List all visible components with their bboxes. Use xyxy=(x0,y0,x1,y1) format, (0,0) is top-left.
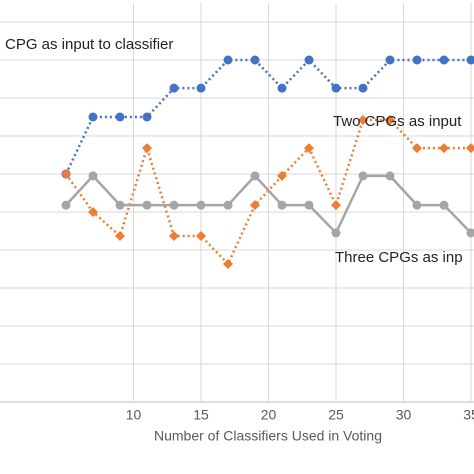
point xyxy=(88,112,98,122)
point xyxy=(115,112,125,122)
x-tick-label: 20 xyxy=(261,407,277,423)
point xyxy=(466,143,474,154)
point xyxy=(115,230,125,241)
series-label: Two CPGs as input xyxy=(333,113,462,130)
point xyxy=(277,170,287,181)
point xyxy=(223,55,233,65)
point xyxy=(169,230,179,241)
point xyxy=(250,55,260,65)
x-tick-label: 35 xyxy=(463,407,474,423)
point xyxy=(304,55,314,65)
point xyxy=(358,171,368,181)
point xyxy=(142,112,152,122)
x-axis-label: Number of Classifiers Used in Voting xyxy=(154,428,382,444)
point xyxy=(115,200,125,210)
point xyxy=(61,200,71,210)
x-tick-label: 25 xyxy=(328,407,344,423)
point xyxy=(331,228,341,238)
point xyxy=(61,169,71,179)
point xyxy=(169,200,179,210)
point xyxy=(412,143,422,154)
series-label: CPG as input to classifier xyxy=(5,36,173,53)
x-tick-label: 30 xyxy=(396,407,412,423)
point xyxy=(385,115,395,126)
point xyxy=(331,83,341,93)
point xyxy=(466,228,474,238)
point xyxy=(385,55,395,65)
point xyxy=(412,55,422,65)
point xyxy=(250,200,260,211)
point xyxy=(385,171,395,181)
point xyxy=(196,83,206,93)
point xyxy=(142,200,152,210)
point xyxy=(223,259,233,270)
point xyxy=(88,171,98,181)
point xyxy=(169,83,179,93)
point xyxy=(304,200,314,210)
point xyxy=(439,143,449,154)
x-tick-label: 15 xyxy=(193,407,209,423)
point xyxy=(412,200,422,210)
point xyxy=(196,230,206,241)
point xyxy=(88,207,98,217)
point xyxy=(466,55,474,65)
point xyxy=(277,83,287,93)
point xyxy=(277,200,287,210)
point xyxy=(223,200,233,210)
point xyxy=(304,143,314,154)
point xyxy=(250,171,260,181)
point xyxy=(439,55,449,65)
point xyxy=(439,200,449,210)
series-label: Three CPGs as inp xyxy=(335,249,463,266)
point xyxy=(358,115,368,126)
point xyxy=(196,200,206,210)
x-tick-label: 10 xyxy=(126,407,142,423)
point xyxy=(331,200,341,211)
point xyxy=(142,143,152,154)
point xyxy=(358,83,368,93)
